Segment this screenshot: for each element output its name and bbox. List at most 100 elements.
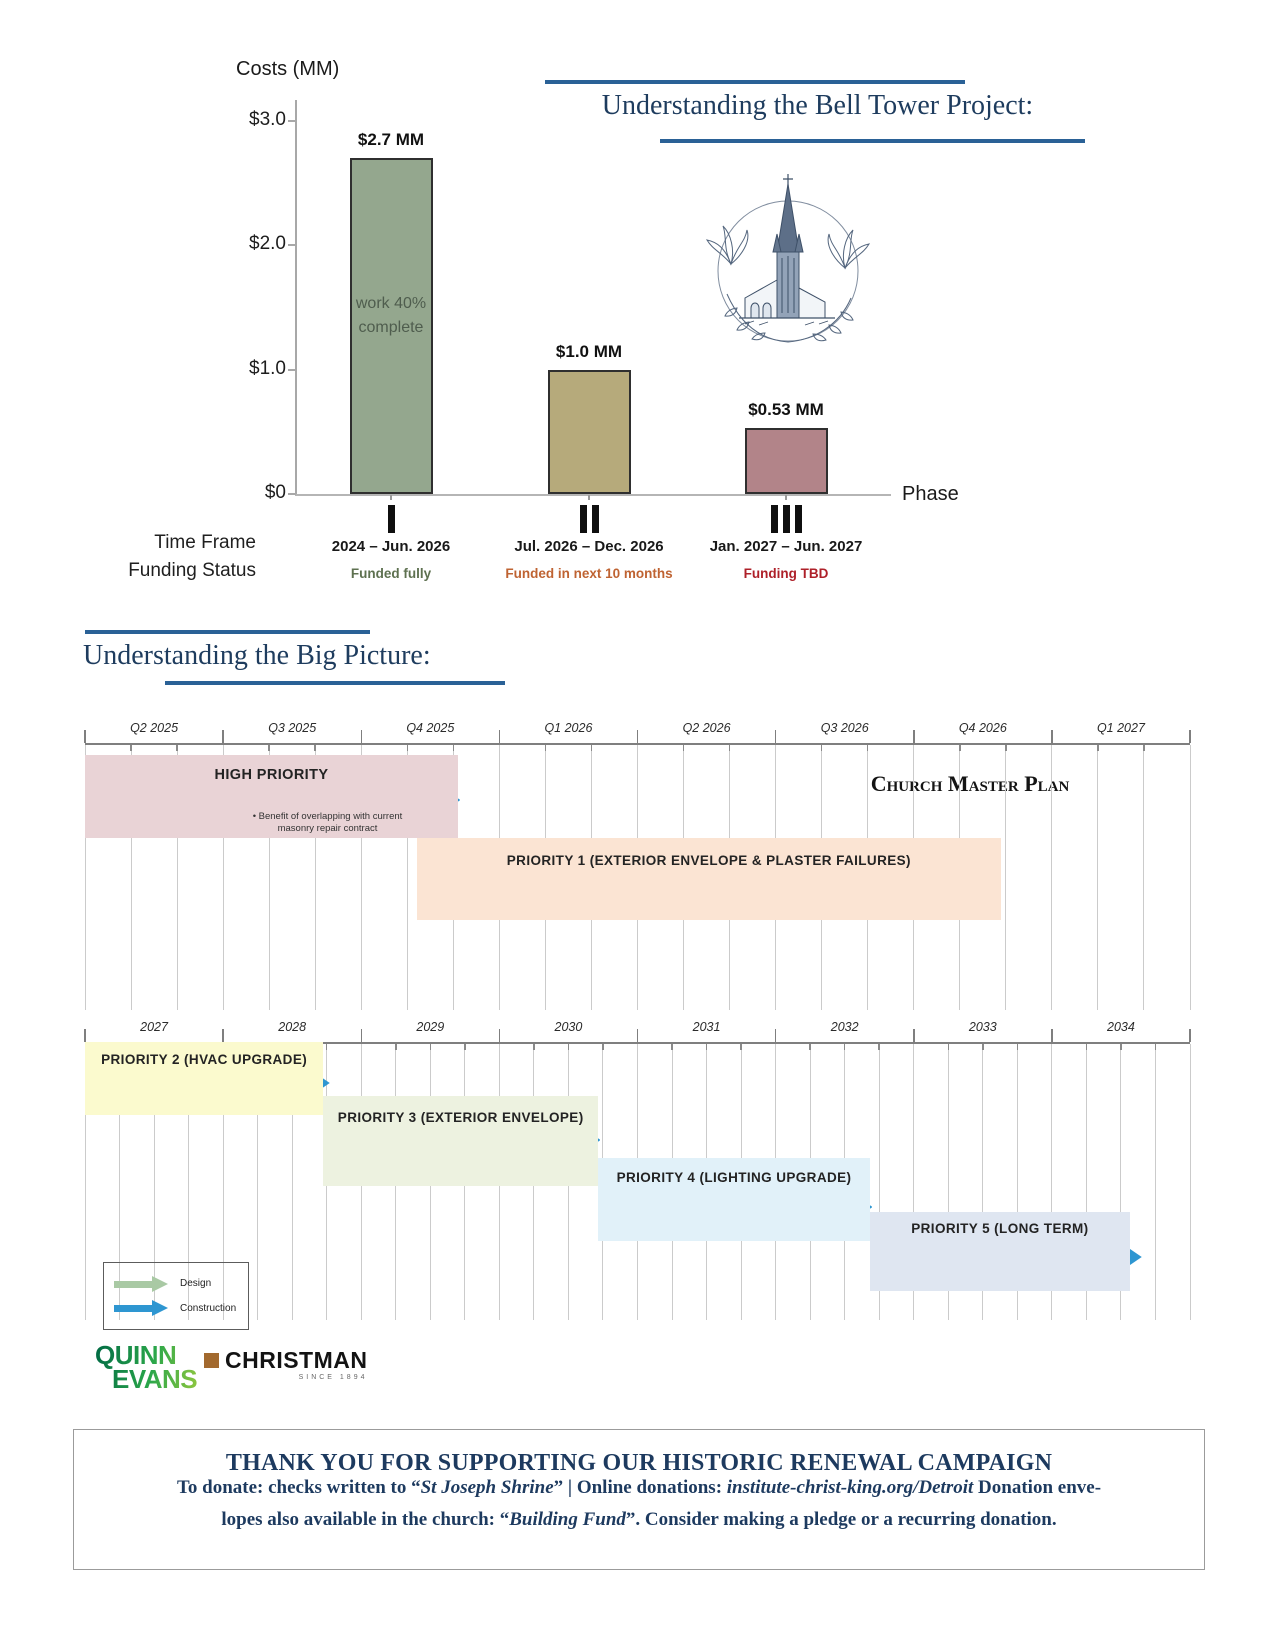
- y-axis-tick-label: $2.0: [249, 233, 286, 255]
- y-axis-tick-mark: [288, 493, 296, 495]
- roman-numeral-stroke: [387, 505, 395, 533]
- gantt-header-tick: [222, 1029, 224, 1042]
- gridline: [176, 745, 178, 1010]
- gridline: [291, 1044, 293, 1320]
- design-arrow-icon: [114, 1275, 168, 1292]
- gantt-header-tick: [84, 730, 86, 743]
- gantt-chart-2025-2027: Church Master Plan Q2 2025 Q3 2025 Q4 2025…: [84, 715, 1191, 1015]
- gridline: [360, 745, 362, 1010]
- roman-numeral-stroke: [591, 505, 599, 533]
- gantt-minor-tick: [1085, 1044, 1088, 1050]
- funding-status-row-label: Funding Status: [128, 560, 256, 581]
- gantt-minor-tick: [1016, 1044, 1019, 1050]
- legend-construction-row: Construction: [114, 1300, 238, 1317]
- roman-numeral-stroke: [770, 505, 778, 533]
- gantt-minor-tick: [866, 745, 869, 751]
- gridline: [947, 1044, 949, 1320]
- bar-value-label: $0.53 MM: [748, 400, 824, 419]
- gridline: [1143, 745, 1145, 1010]
- gantt-minor-tick: [176, 745, 178, 751]
- y-axis-tick-label: $0: [264, 482, 286, 503]
- axis-tick-label: Q4 2026: [958, 721, 1007, 735]
- gantt-minor-tick: [314, 745, 316, 751]
- phase-roman-numeral: [756, 505, 816, 533]
- title-rule-top: [545, 80, 965, 84]
- gridline: [913, 1044, 915, 1320]
- gantt-minor-tick: [1120, 1044, 1122, 1050]
- task-band-label: PRIORITY 3 (EXTERIOR ENVELOPE): [337, 1110, 584, 1125]
- axis-tick-label: Q1 2026: [544, 721, 593, 735]
- gantt-minor-tick: [533, 1044, 535, 1050]
- gridline: [84, 745, 86, 1010]
- task-band: PRIORITY 5 (LONG TERM): [869, 1212, 1130, 1291]
- gantt-header-line: [85, 1042, 1190, 1044]
- gantt-minor-tick: [590, 745, 593, 751]
- task-note: • Benefit of overlapping with current ma…: [252, 811, 403, 834]
- gridline: [1154, 1044, 1156, 1320]
- gantt-minor-tick: [878, 1044, 880, 1050]
- gridline: [222, 1044, 224, 1320]
- time-frame-value: Jul. 2026 – Dec. 2026: [514, 538, 664, 555]
- gantt-minor-tick: [395, 1044, 397, 1050]
- gantt-minor-tick: [1154, 1044, 1157, 1050]
- axis-tick-label: Q3 2025: [268, 721, 317, 735]
- axis-tick-label: 2028: [278, 1020, 307, 1034]
- gantt-minor-tick: [406, 745, 409, 751]
- gantt-minor-tick: [567, 1044, 570, 1050]
- gantt-header-tick: [774, 730, 777, 743]
- gantt-minor-tick: [959, 745, 961, 751]
- roman-numeral-stroke: [579, 505, 587, 533]
- gridline: [257, 1044, 259, 1320]
- gantt-header-tick: [913, 1029, 915, 1042]
- christman-logo: CHRISTMAN SINCE 1894: [204, 1349, 368, 1381]
- christman-tagline: SINCE 1894: [298, 1374, 368, 1381]
- bar-value-label: $1.0 MM: [555, 342, 623, 361]
- gantt-header-tick: [360, 730, 362, 743]
- axis-tick-label: Q4 2025: [406, 721, 455, 735]
- gantt-header-tick: [84, 1029, 86, 1042]
- gantt-minor-tick: [740, 1044, 742, 1050]
- gantt-header-tick: [360, 1029, 362, 1042]
- task-band-label: PRIORITY 5 (LONG TERM): [911, 1221, 1089, 1236]
- gridline: [84, 1044, 86, 1320]
- gantt-header-line: [85, 743, 1190, 745]
- funding-status-value: Funded in next 10 months: [505, 566, 673, 581]
- funding-status-value: Funding TBD: [743, 566, 829, 581]
- thank-you-title: THANK YOU FOR SUPPORTING OUR HISTORIC RE…: [225, 1450, 1053, 1476]
- quinn-evans-logo: QUINN EVANS: [95, 1344, 197, 1392]
- construction-arrow-icon: [114, 1300, 168, 1317]
- gridline: [982, 1044, 984, 1320]
- gantt-chart-2027-2034: Design Construction 2027 2028 2029 2030 2031…: [84, 1012, 1191, 1332]
- gantt-header-tick: [222, 730, 224, 743]
- bar-chart-y-axis-title: Costs (MM): [236, 58, 340, 80]
- legend-construction-label: Construction: [180, 1302, 237, 1314]
- gantt-minor-tick: [843, 1044, 846, 1050]
- gantt-minor-tick: [705, 1044, 708, 1050]
- gantt-header-tick: [498, 730, 501, 743]
- big-picture-rule-bottom: [165, 681, 505, 685]
- gridline: [1085, 1044, 1087, 1320]
- task-band: PRIORITY 2 (HVAC UPGRADE): [85, 1042, 324, 1115]
- bar-chart-x-axis-line: [295, 494, 891, 496]
- axis-tick-label: Q2 2025: [130, 721, 179, 735]
- gantt-header-tick: [1051, 730, 1053, 743]
- gantt-minor-tick: [602, 1044, 604, 1050]
- phase-cost-bar-chart: $3.0 $2.0 $1.0 $0 $2.7 MM work 40% complete 20…: [0, 0, 1275, 620]
- axis-tick-label: 2027: [140, 1020, 168, 1034]
- task-band-label: PRIORITY 4 (LIGHTING UPGRADE): [616, 1170, 852, 1185]
- gantt-header-tick: [636, 730, 639, 743]
- gridline: [130, 745, 132, 1010]
- gantt-header-tick: [1051, 1029, 1053, 1042]
- gantt-minor-tick: [1097, 745, 1099, 751]
- roman-numeral-stroke: [794, 505, 802, 533]
- funding-status-value: Funded fully: [350, 566, 432, 581]
- y-axis-tick-label: $1.0: [249, 357, 286, 379]
- gridline: [406, 745, 408, 1010]
- task-band-label: PRIORITY 1 (EXTERIOR ENVELOPE & PLASTER …: [506, 853, 911, 868]
- axis-tick-label: Q1 2027: [1096, 721, 1145, 735]
- bar-chart-x-axis-title: Phase: [902, 483, 959, 505]
- legend-design-label: Design: [180, 1278, 212, 1290]
- axis-minor-tick: [390, 495, 392, 500]
- y-axis-tick-mark: [288, 244, 296, 247]
- gridline: [314, 745, 316, 1010]
